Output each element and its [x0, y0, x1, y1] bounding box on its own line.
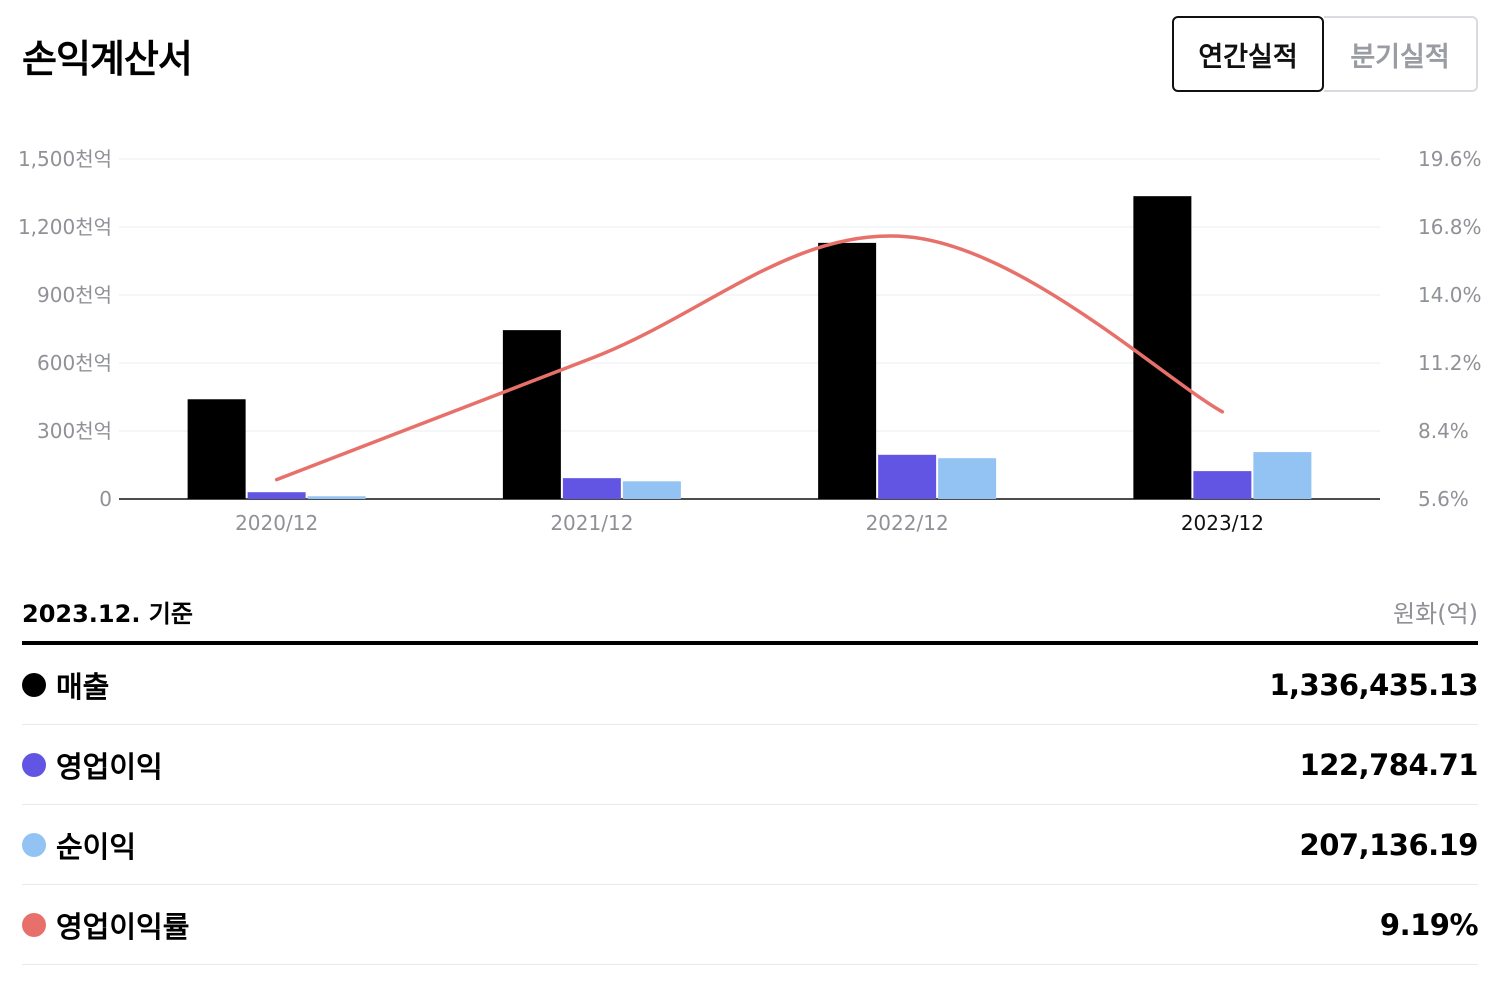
y-right-tick-label: 11.2%	[1418, 351, 1482, 375]
tab-annual[interactable]: 연간실적	[1172, 16, 1324, 92]
operating-income-bar	[878, 454, 937, 499]
operating-margin-legend-dot	[22, 912, 46, 937]
y-right-tick-label: 8.4%	[1418, 419, 1469, 443]
y-right-tick-label: 5.6%	[1418, 487, 1469, 511]
summary-row-operating-margin: 영업이익률 9.19%	[22, 885, 1479, 965]
revenue-bar	[818, 242, 877, 499]
summary-table: 매출 1,336,435.13 영업이익 122,784.71 순이익 207,…	[22, 645, 1479, 965]
summary-row-net-income: 순이익 207,136.19	[22, 805, 1479, 885]
row-label: 순이익	[56, 829, 137, 864]
net-income-bar	[1253, 452, 1312, 499]
row-value: 9.19%	[1379, 907, 1479, 942]
y-left-tick-label: 300천억	[37, 419, 112, 443]
x-tick-label: 2022/12	[866, 511, 949, 535]
operating-income-bar	[247, 492, 306, 499]
revenue-bar	[187, 399, 246, 499]
basis-date: 2023.12. 기준	[22, 600, 193, 628]
y-left-tick-label: 1,200천억	[18, 215, 112, 239]
currency-unit: 원화(억)	[1393, 600, 1478, 628]
revenue-bar	[1133, 196, 1192, 499]
net-income-bar	[622, 481, 681, 499]
y-right-tick-label: 14.0%	[1418, 283, 1482, 307]
row-value: 207,136.19	[1299, 827, 1479, 862]
row-value: 122,784.71	[1299, 747, 1479, 782]
operating-income-bar	[1193, 471, 1252, 499]
summary-row-revenue: 매출 1,336,435.13	[22, 645, 1478, 725]
row-label: 영업이익	[56, 749, 163, 784]
tab-quarterly[interactable]: 분기실적	[1324, 16, 1478, 92]
y-left-tick-label: 600천억	[37, 351, 112, 375]
summary-row-operating-income: 영업이익 122,784.71	[22, 725, 1479, 805]
revenue-legend-dot	[22, 672, 46, 697]
page-title: 손익계산서	[22, 37, 193, 81]
y-right-tick-label: 19.6%	[1418, 147, 1482, 171]
table-divider	[22, 641, 1478, 645]
operating-income-legend-dot	[22, 752, 46, 777]
row-value: 1,336,435.13	[1269, 667, 1478, 702]
y-left-tick-label: 1,500천억	[18, 147, 112, 171]
y-left-tick-label: 0	[99, 487, 112, 511]
y-left-tick-label: 900천억	[37, 283, 112, 307]
net-income-bar	[307, 496, 366, 499]
operating-income-bar	[562, 478, 621, 499]
income-chart: 0 5.6% 300천억 8.4% 600천억 11.2% 900천억 14.0% 1,200천…	[18, 147, 1482, 535]
operating-margin-line	[274, 234, 1225, 482]
period-toggle: 연간실적 분기실적	[1172, 16, 1478, 92]
x-tick-label: 2023/12	[1181, 511, 1264, 535]
y-right-tick-label: 16.8%	[1418, 215, 1482, 239]
net-income-bar	[938, 458, 997, 499]
x-tick-label: 2021/12	[550, 511, 633, 535]
row-label: 매출	[56, 669, 110, 704]
x-tick-label: 2020/12	[235, 511, 318, 535]
revenue-bar	[502, 330, 561, 499]
net-income-legend-dot	[22, 832, 46, 857]
row-label: 영업이익률	[56, 909, 190, 944]
